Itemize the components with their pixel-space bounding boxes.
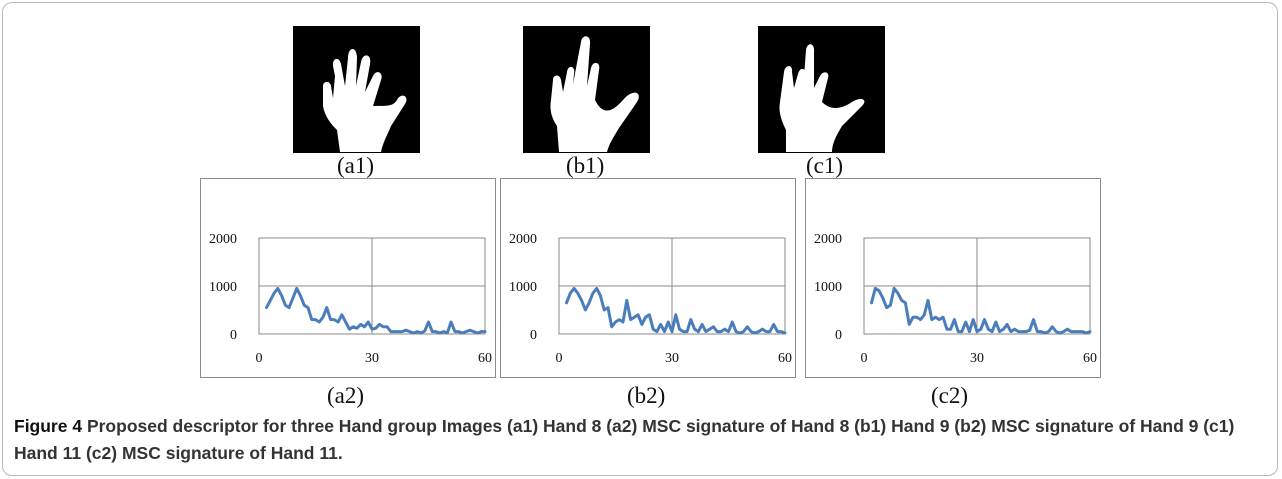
panel-label-c1: (c1) [806,153,844,178]
y-tick-label-b2: 1000 [509,280,537,295]
x-tick-label-c2: 0 [861,351,868,366]
y-tick-label-c2: 1000 [814,280,842,295]
x-tick-label-a2: 60 [478,351,492,366]
x-tick-label-a2: 0 [256,351,263,366]
panel-label-b1: (b1) [566,153,605,178]
panel-label-c2: (c2) [931,383,969,408]
msc-signature-line-c2 [870,286,1092,335]
msc-chart-c2: 0 1000 2000 0 30 60 [805,178,1101,378]
panel-label-a2: (a2) [327,383,365,408]
hand-image-c1 [758,26,885,153]
figure-caption: Figure 4 Proposed descriptor for three H… [14,413,1264,467]
hand-silhouette-a1 [323,49,407,152]
y-tick-label-c2: 2000 [814,232,842,247]
msc-signature-line-a2 [265,286,487,335]
y-tick-label-b2: 2000 [509,232,537,247]
msc-chart-svg-c2: 0 1000 2000 0 30 60 [814,232,1097,366]
x-tick-label-c2: 60 [1083,351,1097,366]
hand-image-a1 [293,26,420,153]
caption-title: Figure 4 [14,416,83,436]
hand-silhouette-c1 [779,44,865,152]
msc-chart-svg-b2: 0 1000 2000 0 30 60 [509,232,792,366]
x-tick-label-b2: 60 [778,351,792,366]
x-tick-label-b2: 0 [556,351,563,366]
x-tick-label-c2: 30 [970,351,984,366]
hand-image-b1 [523,26,650,153]
panel-label-a1: (a1) [337,153,375,178]
y-tick-label-a2: 2000 [209,232,237,247]
y-tick-label-a2: 1000 [209,280,237,295]
msc-chart-b2: 0 1000 2000 0 30 60 [500,178,796,378]
hand-silhouette-b1 [550,36,639,152]
panel-label-b2: (b2) [627,383,666,408]
msc-signature-line-b2 [565,286,787,335]
y-tick-label-c2: 0 [835,328,842,343]
caption-text: Proposed descriptor for three Hand group… [14,416,1235,463]
msc-chart-svg-a2: 0 1000 2000 0 30 60 [209,232,492,366]
x-tick-label-a2: 30 [365,351,379,366]
y-tick-label-a2: 0 [230,328,237,343]
msc-chart-a2: 0 1000 2000 0 30 60 [200,178,496,378]
y-tick-label-b2: 0 [530,328,537,343]
x-tick-label-b2: 30 [665,351,679,366]
